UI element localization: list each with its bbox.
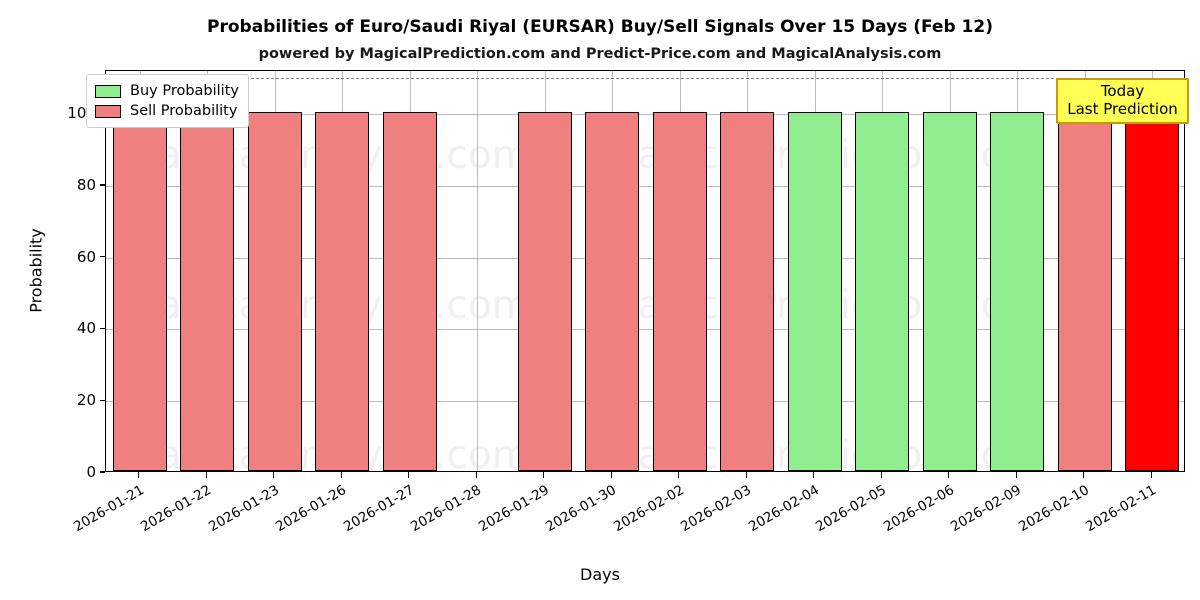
x-tick-mark bbox=[880, 472, 882, 478]
bar-sell[interactable] bbox=[1057, 112, 1112, 471]
x-tick-mark bbox=[340, 472, 342, 478]
y-tick-mark bbox=[100, 327, 105, 330]
bar-buy[interactable] bbox=[990, 112, 1045, 471]
vertical-gridline bbox=[477, 71, 479, 471]
x-tick-mark bbox=[1150, 472, 1152, 478]
bar-sell[interactable] bbox=[652, 112, 707, 471]
bar-sell[interactable] bbox=[247, 112, 302, 471]
y-tick-label: 80 bbox=[76, 175, 96, 194]
bar-sell[interactable] bbox=[180, 112, 235, 471]
x-tick-mark bbox=[138, 472, 140, 478]
bar-sell[interactable] bbox=[720, 112, 775, 471]
legend-swatch-buy-icon bbox=[95, 84, 121, 98]
horizontal-gridline bbox=[106, 114, 1184, 116]
horizontal-gridline bbox=[106, 257, 1184, 259]
bar-sell[interactable] bbox=[382, 112, 437, 471]
x-tick-mark bbox=[408, 472, 410, 478]
x-tick-mark bbox=[1083, 472, 1085, 478]
horizontal-gridline bbox=[106, 401, 1184, 403]
legend-label-sell: Sell Probability bbox=[130, 103, 238, 119]
x-tick-mark bbox=[475, 472, 477, 478]
legend-item-buy[interactable]: Buy Probability bbox=[95, 81, 239, 101]
chart-title: Probabilities of Euro/Saudi Riyal (EURSA… bbox=[207, 17, 993, 37]
annotation-line-1: Today bbox=[1100, 82, 1145, 100]
bar-sell[interactable] bbox=[585, 112, 640, 471]
y-tick-label: 20 bbox=[76, 391, 96, 410]
bar-sell[interactable] bbox=[315, 112, 370, 471]
threshold-line bbox=[106, 78, 1184, 80]
chart-subtitle: powered by MagicalPrediction.com and Pre… bbox=[258, 46, 942, 62]
x-axis-label: Days bbox=[580, 565, 620, 584]
annotation-line-2: Last Prediction bbox=[1067, 99, 1178, 118]
x-tick-mark bbox=[678, 472, 680, 478]
y-axis-label: Probability bbox=[26, 228, 46, 313]
legend-swatch-sell-icon bbox=[95, 104, 121, 118]
legend-item-sell[interactable]: Sell Probability bbox=[95, 101, 239, 121]
y-tick-label: 0 bbox=[86, 463, 96, 481]
x-tick-mark bbox=[813, 472, 815, 478]
today-last-prediction-annotation: Today Last Prediction bbox=[1056, 78, 1189, 125]
x-tick-mark bbox=[1015, 472, 1017, 478]
x-tick-mark bbox=[948, 472, 950, 478]
bar-sell[interactable] bbox=[517, 112, 572, 471]
y-tick-mark bbox=[100, 184, 105, 186]
bar-today[interactable] bbox=[1125, 112, 1180, 471]
bar-sell[interactable] bbox=[112, 112, 167, 471]
horizontal-gridline bbox=[106, 185, 1184, 187]
y-tick-mark bbox=[100, 255, 105, 258]
y-tick-label: 40 bbox=[76, 319, 96, 338]
plot-area: MagicalAnalysis.comMagicalPrediction.com… bbox=[105, 70, 1185, 472]
bar-buy[interactable] bbox=[922, 112, 977, 471]
y-tick-mark bbox=[100, 471, 105, 473]
chart-legend[interactable]: Buy Probability Sell Probability bbox=[86, 74, 249, 128]
horizontal-gridline bbox=[106, 329, 1184, 331]
legend-label-buy: Buy Probability bbox=[130, 83, 239, 99]
x-tick-mark bbox=[745, 472, 747, 478]
bar-buy[interactable] bbox=[787, 112, 842, 471]
bar-buy[interactable] bbox=[855, 112, 910, 471]
y-tick-label: 60 bbox=[76, 247, 96, 266]
x-tick-mark bbox=[205, 472, 207, 478]
y-tick-mark bbox=[100, 399, 105, 401]
x-tick-mark bbox=[610, 472, 612, 478]
x-tick-mark bbox=[543, 472, 545, 478]
x-tick-mark bbox=[273, 472, 275, 478]
